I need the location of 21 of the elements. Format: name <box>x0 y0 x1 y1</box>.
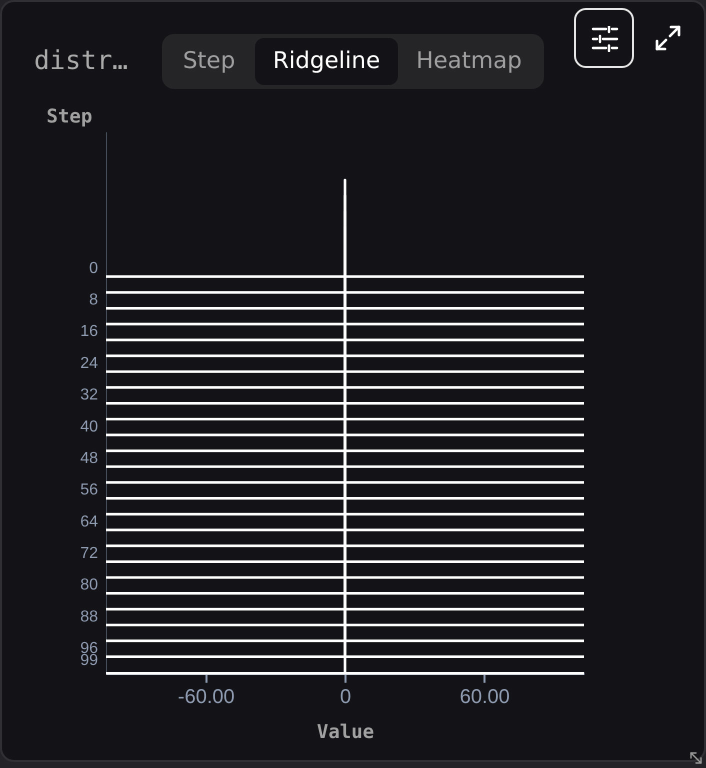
y-tick-label: 24 <box>80 354 98 372</box>
y-tick-label: 48 <box>80 450 98 467</box>
y-tick-label: 88 <box>80 608 98 626</box>
chart-title: distr… <box>34 45 128 78</box>
y-axis-title: Step <box>46 106 92 128</box>
y-tick-label: 32 <box>80 386 98 404</box>
y-tick-label: 40 <box>80 418 98 436</box>
y-tick-label: 64 <box>80 513 98 530</box>
y-tick-label: 72 <box>80 544 98 562</box>
y-tick-label: 0 <box>89 260 98 277</box>
x-tick-label: 0 <box>340 686 352 708</box>
selected-tab: Ridgeline <box>255 38 398 85</box>
tab-label: Heatmap <box>415 47 523 76</box>
y-tick-label: 56 <box>80 482 98 499</box>
y-tick-label: 80 <box>80 576 98 594</box>
x-axis-title: Value <box>316 720 374 743</box>
tab-label: Step <box>182 47 236 76</box>
y-tick-label: 8 <box>89 292 98 309</box>
x-tick-label: -60.00 <box>178 686 235 708</box>
x-tick-label: 60.00 <box>460 686 510 708</box>
y-tick-label: 16 <box>80 323 98 340</box>
